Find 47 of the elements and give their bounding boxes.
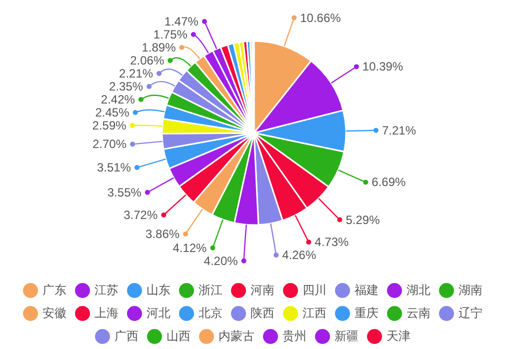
data-label: 7.21%	[382, 123, 416, 138]
legend-label: 北京	[198, 305, 222, 322]
legend-label: 重庆	[354, 305, 378, 322]
legend-label: 安徽	[42, 305, 66, 322]
legend-label: 辽宁	[458, 305, 482, 322]
data-label: 5.29%	[346, 212, 380, 227]
legend-label: 山东	[146, 282, 170, 299]
legend-label: 福建	[354, 282, 378, 299]
data-label: 10.39%	[362, 60, 404, 74]
legend-label: 贵州	[282, 328, 306, 345]
data-label: 4.12%	[172, 240, 208, 255]
legend-label: 云南	[406, 305, 430, 322]
legend-label: 上海	[94, 305, 118, 322]
legend-label: 内蒙古	[218, 328, 254, 345]
data-label: 1.89%	[142, 40, 176, 55]
legend-label: 河南	[250, 282, 274, 299]
legend-label: 浙江	[198, 282, 222, 299]
data-label: 1.75%	[153, 28, 188, 42]
legend-label: 湖南	[458, 282, 482, 299]
legend-label: 湖北	[406, 282, 430, 299]
data-label: 1.47%	[164, 14, 199, 29]
legend-label: 江西	[302, 305, 326, 322]
data-label: 3.86%	[146, 226, 180, 241]
data-label: 2.59%	[92, 118, 127, 133]
legend-label: 四川	[302, 282, 326, 299]
data-label: 2.06%	[130, 54, 164, 68]
data-label: 3.72%	[124, 208, 158, 222]
legend-label: 江苏	[94, 282, 118, 299]
data-label: 4.26%	[282, 248, 316, 262]
legend-label: 新疆	[334, 328, 358, 345]
data-label: 4.73%	[314, 235, 350, 250]
data-label: 2.70%	[92, 137, 127, 152]
data-label: 2.35%	[109, 80, 144, 94]
data-label: 2.21%	[119, 66, 154, 81]
legend-label: 陕西	[250, 305, 274, 322]
data-label: 10.66%	[300, 10, 342, 25]
data-label: 3.55%	[107, 185, 142, 200]
data-label: 2.42%	[100, 92, 136, 107]
legend-label: 广东	[42, 282, 66, 299]
legend-label: 广西	[114, 328, 138, 345]
data-label: 6.69%	[372, 175, 406, 190]
data-label: 3.51%	[96, 160, 132, 175]
data-label: 2.45%	[95, 106, 130, 120]
data-label: 4.20%	[204, 254, 238, 268]
legend-label: 河北	[146, 305, 170, 322]
legend-label: 山西	[166, 328, 190, 345]
legend-label: 天津	[386, 328, 410, 345]
